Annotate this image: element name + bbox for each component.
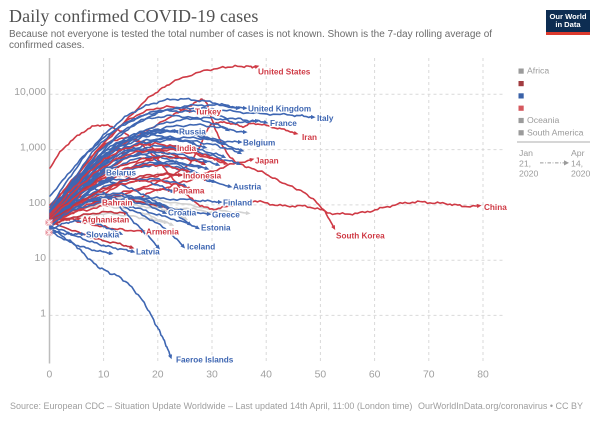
svg-text:France: France — [270, 119, 297, 128]
svg-text:Slovakia: Slovakia — [86, 231, 120, 240]
svg-text:Jan: Jan — [519, 148, 533, 158]
svg-text:Italy: Italy — [317, 114, 334, 123]
svg-text:Finland: Finland — [223, 199, 252, 208]
svg-text:Africa: Africa — [527, 66, 549, 76]
svg-text:South Korea: South Korea — [336, 232, 385, 241]
svg-text:Greece: Greece — [212, 211, 240, 220]
svg-text:10: 10 — [34, 253, 46, 264]
svg-text:Panama: Panama — [173, 187, 205, 196]
svg-text:10,000: 10,000 — [14, 87, 46, 98]
svg-text:Iran: Iran — [302, 133, 317, 142]
svg-text:100: 100 — [29, 198, 47, 209]
svg-text:Turkey: Turkey — [195, 108, 222, 117]
svg-text:20: 20 — [152, 370, 164, 381]
svg-text:China: China — [484, 203, 507, 212]
svg-text:Bahrain: Bahrain — [102, 199, 132, 208]
svg-text:Estonia: Estonia — [201, 224, 231, 233]
svg-text:0: 0 — [47, 370, 53, 381]
svg-text:Latvia: Latvia — [136, 248, 160, 257]
svg-text:1: 1 — [40, 308, 46, 319]
svg-text:14,: 14, — [571, 158, 583, 168]
svg-text:21,: 21, — [519, 158, 531, 168]
svg-text:Japan: Japan — [255, 157, 279, 166]
svg-text:Croatia: Croatia — [168, 209, 197, 218]
svg-text:Belgium: Belgium — [243, 139, 275, 148]
svg-text:India: India — [177, 144, 197, 153]
svg-text:Russia: Russia — [179, 128, 206, 137]
svg-text:10: 10 — [98, 370, 110, 381]
svg-text:Austria: Austria — [233, 183, 262, 192]
svg-text:40: 40 — [260, 370, 272, 381]
svg-text:Iceland: Iceland — [187, 243, 215, 252]
svg-text:80: 80 — [477, 370, 489, 381]
svg-text:Armenia: Armenia — [146, 228, 179, 237]
svg-text:2020: 2020 — [519, 169, 538, 179]
svg-text:Afghanistan: Afghanistan — [82, 216, 129, 225]
svg-text:1,000: 1,000 — [20, 143, 46, 154]
svg-text:30: 30 — [206, 370, 218, 381]
svg-text:50: 50 — [315, 370, 327, 381]
svg-text:Apr: Apr — [571, 148, 585, 158]
svg-text:Oceania: Oceania — [527, 115, 560, 125]
svg-text:Faeroe Islands: Faeroe Islands — [176, 356, 234, 365]
svg-text:60: 60 — [369, 370, 381, 381]
svg-text:South America: South America — [527, 127, 584, 137]
svg-text:United Kingdom: United Kingdom — [248, 105, 311, 114]
svg-text:United States: United States — [258, 68, 311, 77]
svg-text:Belarus: Belarus — [106, 169, 136, 178]
svg-text:70: 70 — [423, 370, 435, 381]
svg-text:Indonesia: Indonesia — [183, 172, 222, 181]
svg-text:2020: 2020 — [571, 169, 590, 179]
